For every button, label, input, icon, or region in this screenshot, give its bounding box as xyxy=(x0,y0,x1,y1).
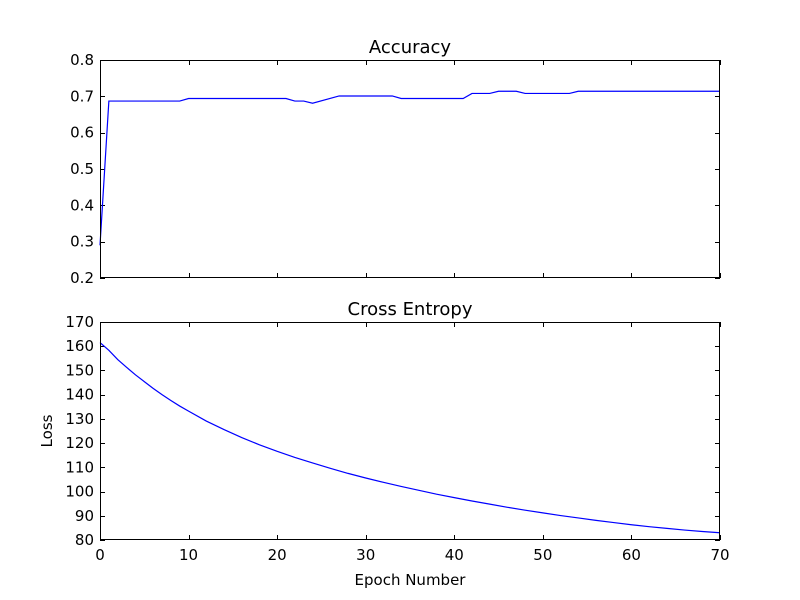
cross-entropy-series-line xyxy=(99,342,721,534)
cross-entropy-x-tick-label: 0 xyxy=(95,546,105,564)
accuracy-y-tick-label: 0.3 xyxy=(70,233,94,251)
accuracy-y-tick-label: 0.7 xyxy=(70,87,94,105)
cross-entropy-y-tick-label: 160 xyxy=(65,337,94,355)
accuracy-y-tick-label: 0.5 xyxy=(70,160,94,178)
cross-entropy-y-tick-label: 90 xyxy=(75,507,94,525)
cross-entropy-x-tick-label: 70 xyxy=(710,546,729,564)
cross-entropy-y-tick-label: 100 xyxy=(65,483,94,501)
cross-entropy-y-tick-label: 170 xyxy=(65,313,94,331)
accuracy-tick-labels: 0.2 0.3 0.4 0.5 0.6 0.7 0.8 xyxy=(70,51,94,287)
cross-entropy-y-tick-label: 150 xyxy=(65,361,94,379)
accuracy-y-tick-label: 0.2 xyxy=(70,269,94,287)
cross-entropy-x-tick-label: 10 xyxy=(179,546,198,564)
cross-entropy-y-tick-label: 80 xyxy=(75,531,94,549)
x-axis-label: Epoch Number xyxy=(355,571,467,589)
accuracy-series-line xyxy=(99,90,720,246)
y-axis-label: Loss xyxy=(38,414,56,447)
cross-entropy-chart-title: Cross Entropy xyxy=(348,299,473,320)
accuracy-y-tick-label: 0.6 xyxy=(70,124,94,142)
cross-entropy-x-tick-label: 50 xyxy=(533,546,552,564)
cross-entropy-x-tick-label: 60 xyxy=(622,546,641,564)
cross-entropy-y-tick-label: 110 xyxy=(65,458,94,476)
accuracy-y-tick-label: 0.8 xyxy=(70,51,94,69)
cross-entropy-series-group xyxy=(99,342,721,534)
cross-entropy-y-tick-label: 120 xyxy=(65,434,94,452)
accuracy-chart-title: Accuracy xyxy=(369,37,452,58)
accuracy-series-group xyxy=(99,90,720,246)
cross-entropy-x-tick-label: 30 xyxy=(356,546,375,564)
cross-entropy-x-tick-label: 20 xyxy=(268,546,287,564)
cross-entropy-plot-frame xyxy=(100,322,720,540)
accuracy-ticks xyxy=(100,60,721,279)
accuracy-plot-frame xyxy=(100,60,720,278)
cross-entropy-panel: Cross Entropy 0 10 20 30 40 50 60 70 80 90 100 110 1… xyxy=(38,299,730,589)
cross-entropy-x-tick-label: 40 xyxy=(445,546,464,564)
cross-entropy-y-tick-label: 130 xyxy=(65,410,94,428)
cross-entropy-tick-labels: 0 10 20 30 40 50 60 70 80 90 100 110 120 130 140 150 160… xyxy=(65,313,729,564)
cross-entropy-y-tick-label: 140 xyxy=(65,386,94,404)
cross-entropy-ticks xyxy=(100,322,721,541)
accuracy-y-tick-label: 0.4 xyxy=(70,196,94,214)
accuracy-panel: Accuracy 0.2 0.3 0.4 0.5 0.6 0.7 0.8 xyxy=(70,37,721,287)
